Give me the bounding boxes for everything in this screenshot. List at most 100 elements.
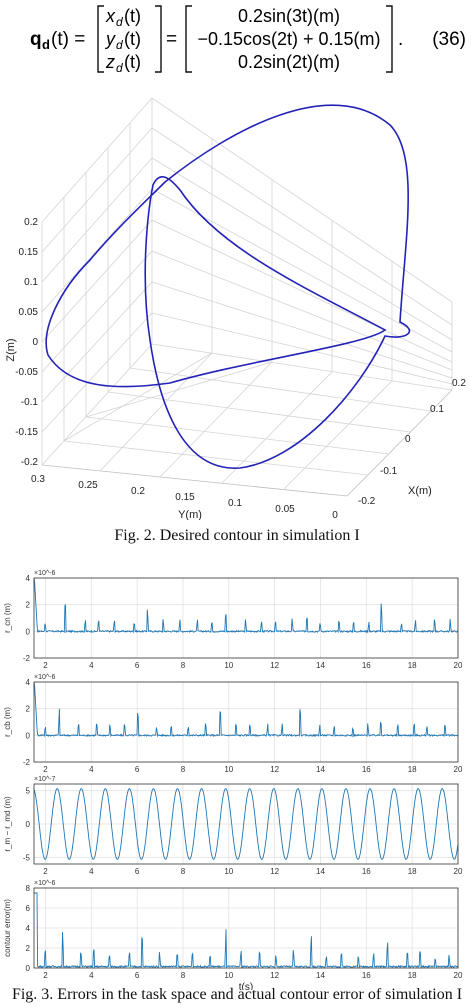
y-tick-label: 4: [26, 678, 31, 687]
x-tick-label: 6: [135, 765, 140, 774]
x-tick-label: 2: [43, 867, 48, 876]
x-tick-label: 18: [408, 971, 417, 980]
eq-vec-z: z: [105, 52, 115, 72]
panel-frame: [33, 783, 459, 865]
x-tick-labels: 0.2 0.1 0 -0.1 -0.2: [358, 378, 466, 507]
eq-vec-sub-z: d: [116, 61, 123, 75]
eq-vec-sub-x: d: [116, 15, 123, 29]
y-tick-label: 6: [26, 904, 31, 913]
x-tick-label: 20: [454, 661, 463, 670]
z-tick-label: -0.1: [21, 397, 39, 408]
eq-vec-sub-y: d: [116, 38, 123, 52]
error-panel-2: -2 0 2 4 2 4 6 8 10 12 14 16 18 20 ×10^-6 r_cb (m): [3, 674, 463, 774]
y-tick-labels: 0.3 0.25 0.2 0.15 0.1 0.05 0: [31, 474, 338, 520]
x-tick-label: 14: [316, 765, 325, 774]
x-tick-label: 8: [181, 971, 186, 980]
y-tick-label: 0: [26, 627, 31, 636]
x-tick-label: 20: [454, 867, 463, 876]
y-axis-label: r_m − r_md (m): [3, 796, 12, 852]
x-tick-label: 12: [270, 971, 279, 980]
y-tick-label: 0: [26, 731, 31, 740]
y-tick-label: 2: [26, 601, 31, 610]
y-tick-label: 4: [26, 924, 31, 933]
y-axis-label: r_cb (m): [3, 707, 12, 737]
eq-rhs-y: −0.15cos(2t) + 0.15(m): [197, 29, 380, 49]
x-tick-label: 8: [181, 661, 186, 670]
x-tick-label: -0.2: [358, 496, 376, 507]
x-axis-label: X(m): [408, 485, 432, 497]
y-exponent-label: ×10^-6: [34, 570, 55, 577]
eq-vec-x: x: [105, 6, 116, 26]
x-tick-label: 6: [135, 661, 140, 670]
figure-2-3d-plot: 0.2 0.15 0.1 0.05 0 -0.05 -0.1 -0.15 -0.…: [5, 97, 466, 520]
x-tick-label: 10: [224, 971, 233, 980]
z-tick-label: 0.05: [19, 307, 39, 318]
desired-contour-curve: [45, 104, 411, 469]
x-tick-label: 16: [362, 971, 371, 980]
x-tick-label: 10: [224, 765, 233, 774]
equation-36: q d (t) = x y z d d d (t) (t) (t) = 0.2s…: [30, 5, 466, 75]
x-tick-label: 20: [454, 765, 463, 774]
y-tick-label: 0: [26, 964, 31, 973]
x-tick-label: 14: [316, 867, 325, 876]
y-tick-label: 5: [26, 787, 31, 796]
x-tick-label: 8: [181, 867, 186, 876]
eq-vec-y: y: [104, 29, 116, 49]
z-tick-labels: 0.2 0.15 0.1 0.05 0 -0.05 -0.1 -0.15 -0.…: [15, 217, 38, 468]
y-exponent-label: ×10^-6: [34, 880, 55, 887]
y-tick-label: 0: [26, 820, 31, 829]
x-tick-label: 18: [408, 867, 417, 876]
y-tick-label: 0.15: [175, 492, 195, 503]
x-tick-label: 14: [316, 971, 325, 980]
y-tick-label: 0.2: [131, 486, 145, 497]
z-tick-label: -0.05: [15, 367, 38, 378]
error-panel-1: -2 0 2 4 2 4 6 8 10 12 14 16 18 20 ×10^-6 r_cn (m): [3, 570, 463, 670]
x-tick-label: 10: [224, 661, 233, 670]
y-tick-label: 0.25: [78, 480, 98, 491]
x-tick-label: 4: [89, 765, 94, 774]
z-tick-label: -0.2: [21, 457, 39, 468]
eq-lhs-arg: (t) =: [51, 29, 85, 50]
plot-box-grid: [41, 97, 453, 497]
y-tick-label: 8: [26, 884, 31, 893]
panel-frame: [33, 681, 459, 763]
error-signal-line: [33, 681, 459, 738]
x-tick-label: 18: [408, 765, 417, 774]
figure-2-caption: Fig. 2. Desired contour in simulation I: [114, 527, 360, 544]
x-axis-label: t(s): [239, 982, 253, 990]
error-signal-line: [33, 788, 459, 860]
y-tick-label: -5: [23, 853, 31, 862]
y-exponent-label: ×10^-6: [34, 674, 55, 681]
x-tick-label: 12: [270, 765, 279, 774]
x-tick-label: 2: [43, 765, 48, 774]
x-tick-label: 6: [135, 971, 140, 980]
y-exponent-label: ×10^-7: [34, 776, 55, 783]
z-tick-label: -0.15: [15, 427, 38, 438]
eq-period: .: [398, 29, 403, 50]
figure-3-caption: Fig. 3. Errors in the task space and act…: [11, 986, 463, 1003]
z-tick-label: 0: [32, 337, 38, 348]
x-tick-label: 2: [43, 971, 48, 980]
eq-rhs-z: 0.2sin(2t)(m): [238, 52, 340, 72]
y-tick-label: -2: [23, 654, 31, 663]
eq-vec-arg-y: (t): [124, 29, 141, 49]
error-signal-line: [33, 577, 459, 634]
x-tick-label: -0.1: [380, 466, 398, 477]
y-axis-label: r_cn (m): [3, 603, 12, 633]
x-tick-label: 6: [135, 867, 140, 876]
z-tick-label: 0.2: [24, 217, 38, 228]
y-tick-label: 0: [332, 510, 338, 520]
y-axis-label: Y(m): [178, 509, 202, 520]
x-tick-label: 14: [316, 661, 325, 670]
x-tick-label: 0: [405, 434, 411, 445]
panel-frame: [33, 577, 459, 659]
x-tick-label: 12: [270, 661, 279, 670]
eq-number: (36): [432, 29, 466, 50]
y-tick-label: 4: [26, 574, 31, 583]
x-tick-label: 10: [224, 867, 233, 876]
x-tick-label: 4: [89, 661, 94, 670]
panel-frame: [33, 887, 459, 969]
z-tick-label: 0.1: [24, 277, 38, 288]
x-tick-label: 16: [362, 661, 371, 670]
